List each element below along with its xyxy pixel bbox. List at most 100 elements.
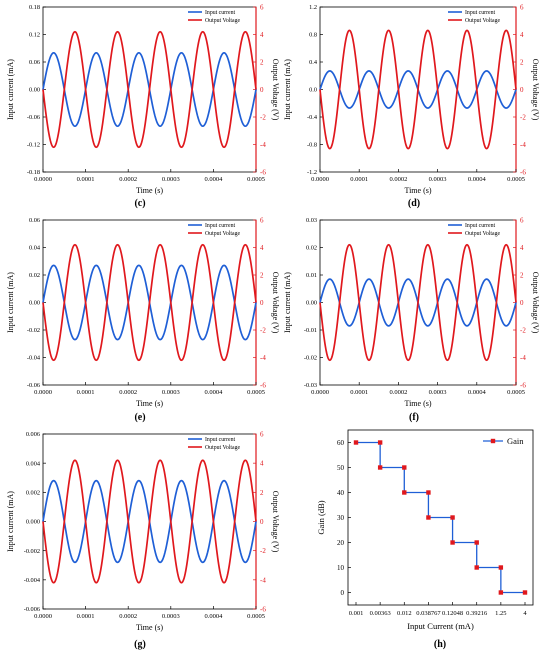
y-right-tick-label: 0 — [260, 86, 264, 94]
y-left-tick-label: 0.00 — [29, 87, 40, 94]
y-left-tick-label: -0.02 — [304, 355, 317, 362]
y-left-tick-label: 0.04 — [29, 245, 41, 252]
gain-point — [426, 515, 431, 520]
panel-label: (g) — [134, 639, 146, 650]
y-left-axis-title: Input current (mA) — [283, 59, 292, 120]
y-right-tick-label: 6 — [520, 217, 524, 225]
x-axis-title: Input Current (mA) — [407, 621, 474, 631]
chart-panel-c: 0.0000 0.0001 0.0002 0.0003 0.0004 0.0005-0.1… — [6, 4, 280, 210]
y-right-tick-label: 6 — [260, 217, 264, 225]
y-tick-label: 50 — [337, 464, 345, 472]
x-tick-label: 0.0002 — [119, 613, 137, 620]
legend-label: Output Voltage — [465, 18, 500, 24]
x-tick-label: 0.0003 — [162, 613, 180, 620]
y-tick-label: 20 — [337, 539, 345, 547]
y-right-tick-label: -4 — [520, 354, 526, 362]
x-tick-label: 0.12048 — [442, 610, 463, 617]
y-left-tick-label: -0.04 — [27, 355, 41, 362]
chart-panel-g: 0.0000 0.0001 0.0002 0.0003 0.0004 0.0005-0.0… — [6, 431, 280, 651]
y-left-tick-label: 0.02 — [29, 272, 40, 279]
x-tick-label: 0.0004 — [204, 389, 223, 396]
x-tick-label: 0.0004 — [204, 176, 223, 183]
y-right-axis-title: Output Voltage (V) — [531, 59, 540, 121]
series-output-voltage — [319, 29, 517, 150]
y-left-tick-label: 0.06 — [29, 59, 40, 66]
y-right-tick-label: -6 — [260, 606, 266, 614]
x-tick-label: 0.0002 — [119, 176, 137, 183]
y-left-tick-label: 1.2 — [309, 4, 317, 11]
y-right-tick-label: 0 — [260, 518, 264, 526]
y-right-axis-title: Output Voltage (V) — [531, 272, 540, 334]
x-tick-label: 0.0002 — [389, 389, 407, 396]
y-right-tick-label: 0 — [520, 86, 524, 94]
x-axis-title: Time (s) — [136, 399, 163, 408]
x-tick-label: 0.0005 — [247, 176, 265, 183]
y-tick-label: 60 — [337, 439, 345, 447]
y-right-tick-label: -4 — [260, 576, 266, 584]
legend-label: Output Voltage — [205, 445, 240, 451]
y-left-tick-label: 0.4 — [309, 59, 318, 66]
y-left-tick-label: -0.18 — [27, 169, 40, 176]
y-left-axis-title: Input current (mA) — [6, 491, 15, 552]
y-left-tick-label: 0.8 — [309, 32, 317, 39]
y-right-tick-label: -2 — [260, 114, 266, 122]
y-left-axis-title: Input current (mA) — [6, 59, 15, 120]
x-tick-label: 0.0001 — [77, 389, 95, 396]
gain-point — [474, 540, 479, 545]
y-left-tick-label: -0.02 — [27, 327, 40, 334]
panel-label: (h) — [434, 639, 446, 650]
y-left-tick-label: -0.06 — [27, 382, 40, 389]
y-right-tick-label: -2 — [520, 114, 526, 122]
y-left-tick-label: -0.006 — [24, 606, 40, 613]
series-output-voltage — [42, 243, 257, 362]
x-tick-label: 1.25 — [495, 610, 506, 617]
y-right-axis-title: Output Voltage (V) — [271, 59, 280, 121]
y-right-axis-title: Output Voltage (V) — [271, 491, 280, 553]
y-left-tick-label: -0.004 — [24, 577, 41, 584]
gain-point — [402, 490, 407, 495]
x-axis-title: Time (s) — [136, 623, 163, 632]
y-right-tick-label: 4 — [520, 244, 524, 252]
y-left-tick-label: 0.002 — [26, 490, 40, 497]
y-right-tick-label: -6 — [260, 382, 266, 390]
legend-marker — [490, 438, 496, 444]
x-tick-label: 0.0000 — [34, 389, 52, 396]
gain-point — [450, 540, 455, 545]
chart-panel-e: 0.0000 0.0001 0.0002 0.0003 0.0004 0.0005-0.0… — [6, 217, 280, 424]
legend-label: Input current — [205, 10, 235, 16]
x-tick-label: 4 — [523, 610, 527, 617]
y-left-tick-label: -0.8 — [307, 142, 317, 149]
y-right-tick-label: -4 — [520, 141, 526, 149]
y-tick-label: 0 — [341, 589, 345, 597]
y-right-tick-label: -2 — [520, 327, 526, 335]
x-tick-label: 0.0003 — [162, 389, 180, 396]
gain-point — [402, 465, 407, 470]
legend-label: Input current — [205, 437, 235, 443]
y-right-tick-label: -6 — [260, 169, 266, 177]
y-left-tick-label: -0.002 — [24, 548, 40, 555]
x-tick-label: 0.0005 — [247, 613, 265, 620]
x-tick-label: 0.0001 — [77, 176, 95, 183]
y-left-tick-label: -1.2 — [307, 169, 317, 176]
x-axis-title: Time (s) — [404, 399, 431, 408]
y-right-tick-label: 2 — [260, 59, 264, 67]
chart-panel-h: 0.001 0.00363 0.012 0.038767 0.12048 0.39216 1… — [316, 429, 534, 650]
y-right-tick-label: -2 — [260, 327, 266, 335]
y-left-tick-label: 0.03 — [306, 217, 317, 224]
panel-label: (c) — [134, 198, 145, 209]
x-tick-label: 0.0000 — [311, 389, 329, 396]
x-tick-label: 0.0003 — [162, 176, 180, 183]
x-tick-label: 0.0005 — [247, 389, 265, 396]
x-tick-label: 0.001 — [349, 610, 364, 617]
y-left-tick-label: 0.06 — [29, 217, 40, 224]
gain-point — [450, 515, 455, 520]
y-right-tick-label: 4 — [260, 460, 264, 468]
series-output-voltage — [319, 243, 517, 362]
gain-point — [377, 440, 383, 445]
series-gain — [356, 441, 525, 594]
y-left-tick-label: 0.01 — [306, 272, 317, 279]
y-right-tick-label: -2 — [260, 547, 266, 555]
y-axis-title: Gain (dB) — [316, 500, 326, 534]
y-tick-label: 30 — [337, 514, 345, 522]
